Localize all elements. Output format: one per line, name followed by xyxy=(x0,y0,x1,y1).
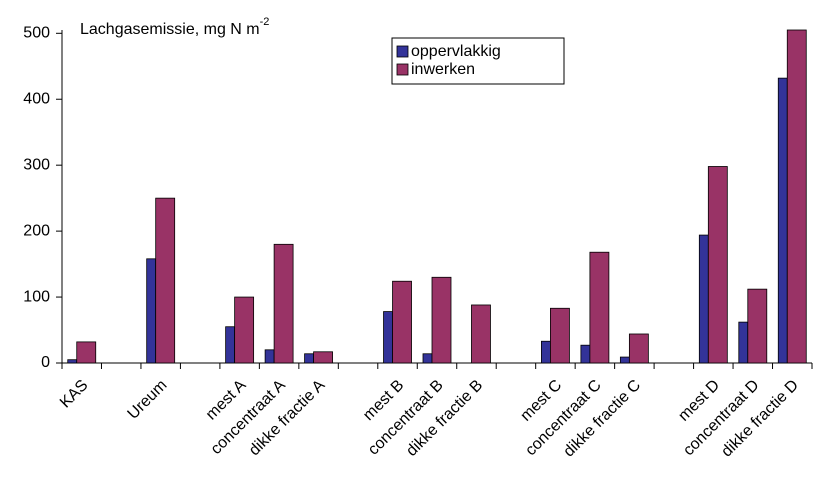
y-tick-label: 200 xyxy=(23,222,50,239)
chart-title: Lachgasemissie, mg N m-2 xyxy=(80,16,269,38)
bar xyxy=(225,326,236,364)
y-tick-label: 500 xyxy=(23,25,50,42)
bar xyxy=(738,321,749,364)
bar xyxy=(619,356,630,364)
bar xyxy=(471,304,491,364)
bar xyxy=(383,311,393,364)
bar xyxy=(264,349,275,364)
bar xyxy=(76,341,97,364)
bar xyxy=(550,307,570,364)
bar xyxy=(786,29,807,364)
bar xyxy=(155,197,176,364)
x-tick-label: KAS xyxy=(57,377,92,412)
bar xyxy=(234,296,255,364)
bar xyxy=(580,344,591,364)
bar xyxy=(707,166,728,364)
bar xyxy=(431,276,452,364)
y-tick-label: 0 xyxy=(41,354,50,371)
bar xyxy=(392,280,412,364)
title-main: Lachgasemissie, mg N m xyxy=(80,21,260,38)
legend-label: oppervlakkig xyxy=(411,43,501,60)
legend-swatch xyxy=(396,63,409,76)
bar xyxy=(146,258,157,364)
bar xyxy=(747,288,768,364)
bar xyxy=(304,353,314,364)
legend-swatch xyxy=(396,45,409,58)
legend-box xyxy=(391,37,565,85)
bar xyxy=(541,340,551,364)
title-superscript: -2 xyxy=(260,16,270,28)
legend-label: inwerken xyxy=(411,61,475,78)
bar xyxy=(313,351,333,364)
bar xyxy=(698,234,709,364)
y-tick-label: 300 xyxy=(23,156,50,173)
bar xyxy=(422,353,433,364)
bar xyxy=(589,251,610,364)
bar xyxy=(67,359,78,364)
y-tick-label: 400 xyxy=(23,90,50,107)
y-tick-label: 100 xyxy=(23,288,50,305)
bar xyxy=(628,333,649,364)
bar xyxy=(273,243,294,364)
x-tick-label: Ureum xyxy=(125,377,171,423)
bar xyxy=(777,77,788,364)
